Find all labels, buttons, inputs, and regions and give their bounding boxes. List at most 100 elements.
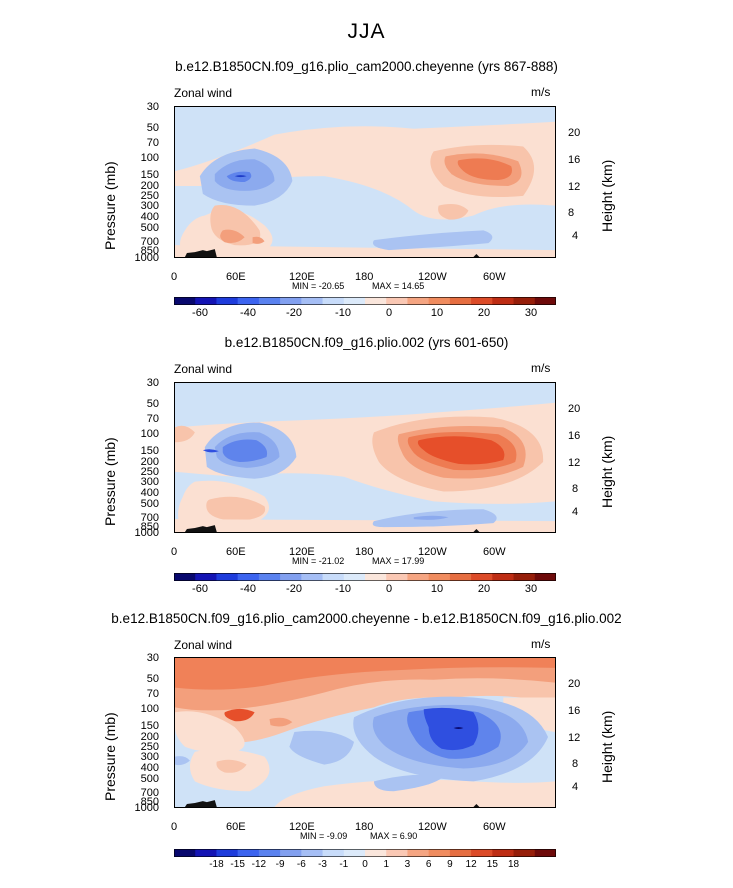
colorbar-swatch [237,297,260,305]
panel-3-ytick: 300 [140,751,159,763]
panel-3-xtick: 60E [226,821,246,833]
panel-3-colorbar-tick: 15 [486,859,498,870]
colorbar-border [174,849,556,857]
panel-2-colorbar-swatches [174,573,556,581]
panel-2-ytick: 150 [140,445,159,457]
colorbar-swatch [343,849,366,857]
panel-2-title: b.e12.B1850CN.f09_g16.plio.002 (yrs 601-… [224,335,509,350]
colorbar-swatch [237,849,260,857]
panel-3-ytick: 1000 [134,802,159,814]
panel-3-ytick: 70 [146,688,159,700]
colorbar-swatch [449,849,472,857]
panel-1-colorbar-tick: 10 [430,307,444,319]
panel-1-ytick-right: 16 [568,154,581,166]
panel-1-xtick: 120E [289,271,315,283]
panel-1-ytick: 30 [146,101,159,113]
panel-1-units: m/s [531,85,551,99]
panel-3-min: MIN = -9.09 [300,831,348,841]
panel-3-plot [174,657,556,808]
panel-1-ytick: 250 [140,190,159,202]
panel-1-ytick-right: 4 [572,230,579,242]
colorbar-swatch [471,849,493,857]
colorbar-swatch [492,573,515,581]
colorbar-swatch [386,297,408,305]
panel-2-ytick: 30 [146,377,159,389]
panel-2-ytick: 1000 [134,527,159,539]
colorbar-swatch [365,297,387,305]
colorbar-swatch [174,297,196,305]
colorbar-swatch [301,573,324,581]
panel-1-ytick: 400 [140,211,159,223]
panel-2-ylabel: Pressure (mb) [102,437,118,526]
panel-1-xtick: 0 [171,271,178,283]
panel-3-ylabel-right: Height (km) [599,710,615,783]
panel-1-colorbar-tick: 0 [385,307,393,319]
panel-1-ytick: 300 [140,200,159,212]
panel-3-ylabel: Pressure (mb) [102,712,118,801]
panel-3-ytick-right: 16 [568,705,581,717]
panel-3-ytick: 150 [140,720,159,732]
panel-3-xtick: 0 [171,821,178,833]
panel-1-xtick: 180 [355,271,374,283]
panel-1-plot [174,106,556,258]
panel-2-ytick: 300 [140,476,159,488]
panel-1-colorbar-tick: 20 [477,307,491,319]
colorbar-swatch [513,573,536,581]
panel-1-ytick-right: 8 [568,207,575,219]
panel-2-ylabel-right: Height (km) [599,435,615,508]
panel-2-colorbar-tick: 0 [385,583,393,595]
colorbar-swatch [280,573,302,581]
panel-3-colorbar-tick: 3 [404,859,411,870]
panel-2-ytick: 100 [140,428,159,440]
panel-1-xtick: 120W [418,271,447,283]
colorbar-swatch [449,573,472,581]
panel-1-ytick: 700 [140,236,159,248]
colorbar-swatch [322,297,345,305]
main-title: JJA [347,20,386,43]
colorbar-swatch [301,297,324,305]
panel-3-colorbar [174,849,556,857]
panel-2-xtick: 180 [355,546,374,558]
panel-1-min: MIN = -20.65 [292,281,345,291]
panel-1-max: MAX = 14.65 [372,281,425,291]
panel-3-colorbar-swatches [174,849,556,857]
colorbar-swatch [174,849,196,857]
colorbar-swatch [428,297,451,305]
panel-3-colorbar-tick: -15 [230,859,245,870]
colorbar-swatch [216,849,239,857]
colorbar-swatch [195,297,217,305]
colorbar-swatch [449,297,472,305]
colorbar-swatch [343,573,366,581]
panel-2-colorbar-tick: 10 [430,583,444,595]
panel-1-colorbar-tick: -60 [192,307,208,319]
panel-3-ytick-right: 12 [568,732,581,744]
panel-1-contour-field [175,107,555,257]
panel-2-plot [174,382,556,533]
panel-3-colorbar-tick: -3 [318,859,327,870]
colorbar-swatch [280,297,302,305]
colorbar-swatch [471,297,493,305]
panel-3-title: b.e12.B1850CN.f09_g16.plio_cam2000.cheye… [111,611,622,626]
panel-2-ytick-right: 16 [568,430,581,442]
panel-3-ytick: 400 [140,762,159,774]
colorbar-swatch [386,849,408,857]
panel-2-ytick: 70 [146,413,159,425]
panel-1-ylabel: Pressure (mb) [102,161,118,250]
panel-1-ytick: 1000 [134,252,159,264]
panel-2-colorbar-tick: 30 [524,583,538,595]
panel-2-xtick: 0 [171,546,178,558]
panel-3-variable: Zonal wind [174,638,233,652]
panel-2-units: m/s [531,361,551,375]
panel-2-colorbar-tick: -10 [335,583,351,595]
colorbar-swatch [407,849,430,857]
panel-1-colorbar-tick: -40 [240,307,256,319]
panel-2-max: MAX = 17.99 [372,556,425,566]
panel-3-ytick: 700 [140,787,159,799]
panel-1-ytick: 500 [140,222,159,234]
panel-2-ytick: 200 [140,456,159,468]
panel-3-xtick: 60W [483,821,506,833]
panel-3-ytick: 30 [146,652,159,664]
panel-3-colorbar-tick: 1 [383,859,389,870]
panel-1-ytick: 100 [140,152,159,164]
panel-1-ytick: 70 [146,137,159,149]
